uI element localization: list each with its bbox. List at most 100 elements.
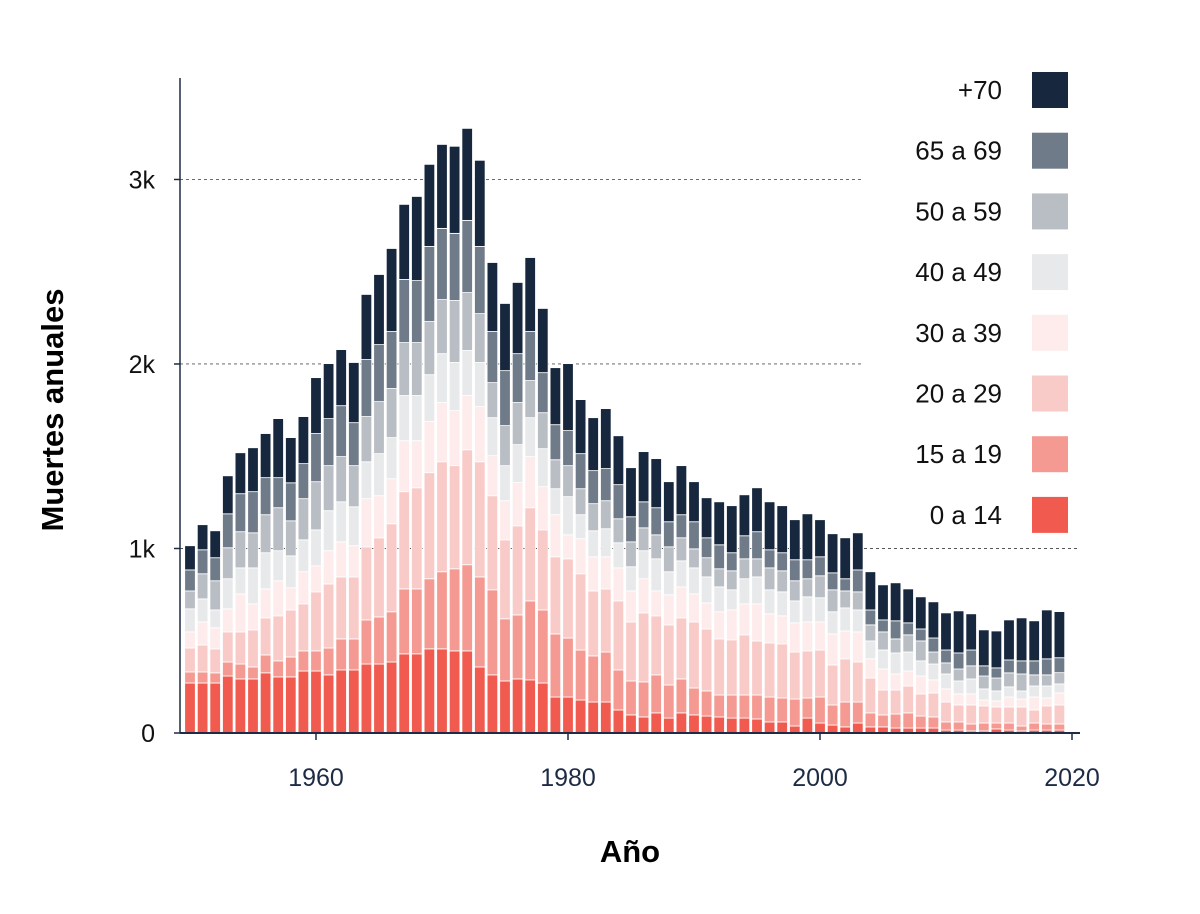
bar-segment bbox=[209, 672, 221, 684]
legend-item: 40 a 49 bbox=[915, 254, 1068, 291]
bar-segment bbox=[297, 670, 310, 734]
bar-segment bbox=[499, 539, 511, 620]
bar-segment bbox=[1028, 685, 1040, 698]
bar-segment bbox=[826, 724, 839, 734]
bar-segment bbox=[1053, 692, 1066, 706]
bar-segment bbox=[310, 529, 322, 567]
bar-segment bbox=[965, 613, 977, 651]
bar-segment bbox=[801, 578, 814, 598]
bar-segment bbox=[423, 648, 436, 734]
bar-segment bbox=[499, 425, 511, 467]
bar-segment bbox=[448, 362, 461, 412]
bar-segment bbox=[663, 624, 675, 686]
bar-segment bbox=[700, 537, 713, 559]
bar-segment bbox=[574, 514, 587, 540]
bar-segment bbox=[461, 292, 473, 351]
bar-stack-1983 bbox=[600, 408, 612, 734]
bar-segment bbox=[675, 678, 688, 714]
bar-segment bbox=[322, 510, 335, 552]
bar-stack-2013 bbox=[978, 629, 990, 734]
bar-segment bbox=[322, 583, 335, 649]
bar-segment bbox=[713, 544, 725, 570]
bar-segment bbox=[297, 603, 310, 652]
bar-segment bbox=[852, 661, 864, 703]
bar-segment bbox=[411, 588, 423, 655]
bar-stack-1977 bbox=[524, 257, 536, 734]
bar-segment bbox=[385, 478, 398, 525]
bar-segment bbox=[234, 567, 247, 595]
bar-segment bbox=[524, 679, 536, 734]
bar-segment bbox=[574, 538, 587, 575]
bar-segment bbox=[348, 506, 360, 547]
bar-segment bbox=[222, 631, 234, 663]
bar-segment bbox=[877, 689, 889, 716]
bar-segment bbox=[650, 615, 662, 676]
bar-segment bbox=[637, 716, 650, 734]
bar-segment bbox=[889, 673, 902, 691]
bar-segment bbox=[978, 629, 990, 667]
bar-segment bbox=[814, 597, 826, 623]
bar-segment bbox=[625, 541, 637, 568]
bar-segment bbox=[751, 603, 763, 642]
bar-segment bbox=[562, 534, 574, 560]
bar-segment bbox=[688, 714, 700, 734]
legend-label: 15 a 19 bbox=[915, 439, 1002, 469]
y-tick-label: 1k bbox=[129, 535, 156, 563]
bar-segment bbox=[1053, 657, 1066, 674]
bar-segment bbox=[625, 621, 637, 682]
bar-segment bbox=[247, 666, 259, 680]
bar-segment bbox=[461, 220, 473, 293]
bar-segment bbox=[726, 609, 738, 641]
bar-segment bbox=[209, 557, 221, 582]
bar-segment bbox=[688, 621, 700, 689]
bar-segment bbox=[839, 630, 851, 660]
bar-segment bbox=[385, 437, 398, 480]
bar-segment bbox=[511, 282, 524, 355]
bar-segment bbox=[474, 406, 486, 463]
bars bbox=[184, 127, 1066, 734]
bar-segment bbox=[814, 649, 826, 698]
bar-segment bbox=[751, 718, 763, 734]
bar-segment bbox=[814, 696, 826, 724]
bar-segment bbox=[776, 591, 788, 617]
bar-stack-1951 bbox=[196, 524, 209, 734]
bar-segment bbox=[499, 370, 511, 427]
bar-segment bbox=[814, 519, 826, 558]
bar-segment bbox=[587, 701, 599, 734]
bar-stack-1970 bbox=[436, 144, 448, 734]
bar-segment bbox=[562, 696, 574, 734]
legend-label: 65 a 69 bbox=[915, 136, 1002, 166]
bar-segment bbox=[952, 704, 965, 723]
bar-segment bbox=[272, 580, 284, 617]
bar-segment bbox=[663, 481, 675, 523]
bar-segment bbox=[877, 631, 889, 651]
bar-segment bbox=[537, 448, 549, 488]
y-axis-title: Muertes anuales bbox=[35, 289, 70, 532]
bar-segment bbox=[259, 672, 272, 734]
bar-segment bbox=[612, 669, 625, 711]
bar-segment bbox=[612, 542, 625, 569]
bar-segment bbox=[952, 680, 965, 695]
bar-segment bbox=[486, 382, 499, 419]
bar-segment bbox=[625, 516, 637, 543]
bar-stack-1973 bbox=[474, 159, 486, 734]
bar-segment bbox=[612, 709, 625, 734]
bar-segment bbox=[486, 331, 499, 384]
bar-segment bbox=[877, 584, 889, 621]
bar-segment bbox=[373, 663, 385, 734]
bar-segment bbox=[637, 527, 650, 552]
bar-segment bbox=[209, 609, 221, 629]
bar-segment bbox=[751, 487, 763, 533]
bar-segment bbox=[826, 633, 839, 666]
bar-segment bbox=[209, 627, 221, 650]
bar-segment bbox=[889, 638, 902, 654]
bar-stack-1966 bbox=[385, 248, 398, 734]
bar-stack-1994 bbox=[738, 494, 751, 734]
bar-segment bbox=[398, 395, 410, 442]
bar-segment bbox=[259, 654, 272, 674]
bar-segment bbox=[650, 507, 662, 536]
bar-segment bbox=[877, 714, 889, 728]
bar-segment bbox=[600, 588, 612, 653]
bar-stack-2007 bbox=[902, 588, 914, 734]
bar-segment bbox=[789, 600, 801, 624]
